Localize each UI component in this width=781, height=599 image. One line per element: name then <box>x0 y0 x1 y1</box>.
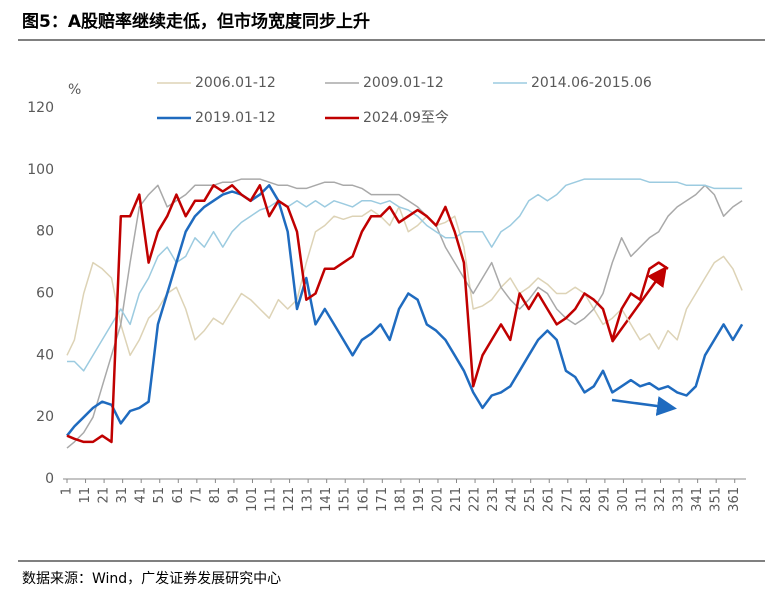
x-tick-label: 231 <box>486 487 501 512</box>
x-tick-label: 201 <box>430 487 445 512</box>
x-tick-label: 261 <box>542 487 557 512</box>
x-tick-label: 361 <box>727 487 742 512</box>
x-tick-label: 161 <box>356 487 371 512</box>
series-line <box>66 206 743 357</box>
x-tick-label: 281 <box>579 487 594 512</box>
series-line <box>66 184 669 444</box>
y-tick-label: 60 <box>36 286 54 302</box>
x-tick-label: 191 <box>412 487 427 512</box>
x-tick-label: 271 <box>560 487 575 512</box>
legend-label: 2006.01-12 <box>195 75 276 91</box>
x-tick-label: 71 <box>189 487 204 504</box>
x-tick-label: 121 <box>282 487 297 512</box>
x-tick-label: 1 <box>60 487 75 495</box>
y-tick-label: 80 <box>36 224 54 240</box>
x-tick-label: 101 <box>245 487 260 512</box>
x-tick-label: 21 <box>97 487 112 504</box>
x-tick-label: 181 <box>393 487 408 512</box>
x-tick-label: 141 <box>319 487 334 512</box>
source-note: 数据来源：Wind，广发证券发展研究中心 <box>22 571 281 587</box>
y-tick-label: 40 <box>36 347 54 363</box>
x-tick-label: 61 <box>171 487 186 504</box>
y-tick-label: 100 <box>27 162 54 178</box>
x-tick-label: 131 <box>301 487 316 512</box>
x-tick-label: 111 <box>264 487 279 512</box>
x-tick-label: 81 <box>208 487 223 504</box>
x-tick-label: 11 <box>78 487 93 504</box>
x-tick-label: 91 <box>226 487 241 504</box>
series-line <box>66 184 744 437</box>
series-line <box>67 178 743 372</box>
x-tick-label: 301 <box>616 487 631 512</box>
x-tick-label: 331 <box>672 487 687 512</box>
y-tick-label: 120 <box>27 100 54 116</box>
x-tick-label: 51 <box>152 487 167 504</box>
y-tick-label: 20 <box>36 409 54 425</box>
x-tick-label: 311 <box>634 487 649 512</box>
legend-label: 2009.01-12 <box>363 75 444 91</box>
trend-arrow <box>611 396 677 416</box>
x-tick-label: 211 <box>449 487 464 512</box>
x-tick-label: 241 <box>505 487 520 512</box>
chart-title: 图5：A股赔率继续走低，但市场宽度同步上升 <box>22 11 370 32</box>
legend-label: 2024.09至今 <box>363 110 449 126</box>
x-tick-label: 151 <box>338 487 353 512</box>
x-tick-label: 351 <box>709 487 724 512</box>
x-tick-label: 41 <box>134 487 149 504</box>
x-tick-label: 171 <box>375 487 390 512</box>
legend-label: 2014.06-2015.06 <box>531 75 652 91</box>
y-unit: % <box>68 82 81 98</box>
x-tick-label: 321 <box>653 487 668 512</box>
x-tick-label: 221 <box>468 487 483 512</box>
x-tick-label: 31 <box>115 487 130 504</box>
x-tick-label: 291 <box>597 487 612 512</box>
legend-label: 2019.01-12 <box>195 110 276 126</box>
trend-arrow <box>610 265 667 343</box>
x-tick-label: 341 <box>690 487 705 512</box>
x-tick-label: 251 <box>523 487 538 512</box>
y-tick-label: 0 <box>45 471 54 487</box>
